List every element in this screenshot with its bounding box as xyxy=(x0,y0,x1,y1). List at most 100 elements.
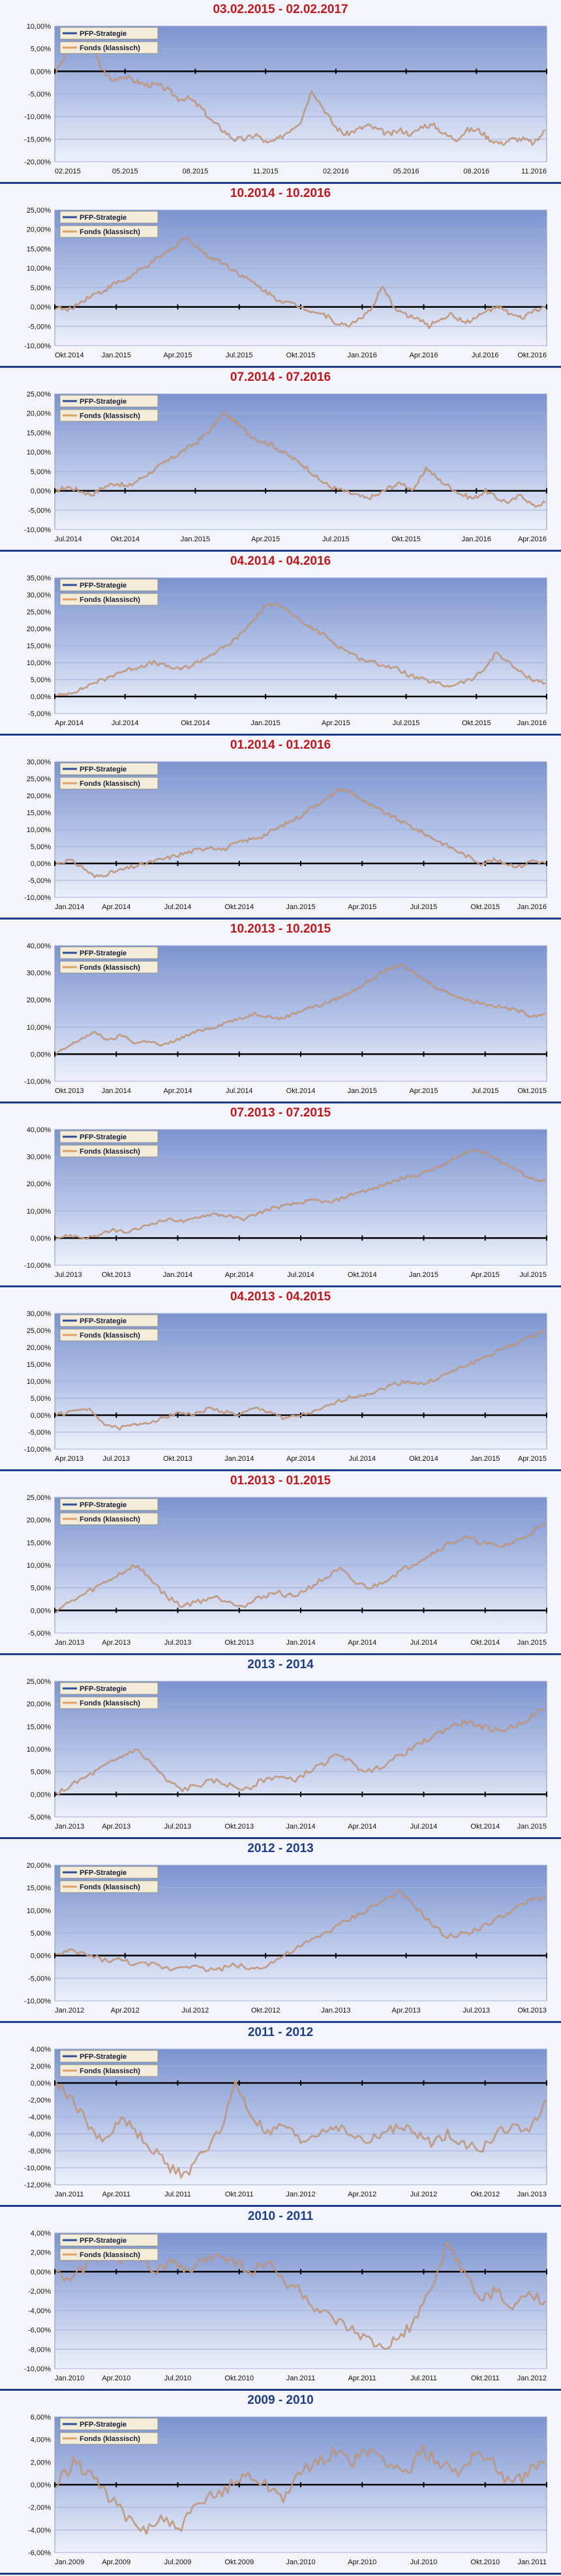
legend: PFP-Strategie Fonds (klassisch) xyxy=(59,578,159,606)
legend: PFP-Strategie Fonds (klassisch) xyxy=(59,1498,159,1525)
legend-label: Fonds (klassisch) xyxy=(80,1700,140,1707)
chart-title: 03.02.2015 - 02.02.2017 xyxy=(213,3,348,16)
legend-label: PFP-Strategie xyxy=(80,582,127,590)
legend-label: Fonds (klassisch) xyxy=(80,228,140,236)
y-tick-label: 20,00% xyxy=(27,1517,52,1525)
y-tick-label: -10,00% xyxy=(24,2164,51,2172)
chart-svg: 20,00% 15,00% 10,00% 5,00% 0,00% -5,00% -10,00… xyxy=(24,1862,547,2014)
x-tick-label: Apr.2013 xyxy=(55,1455,83,1463)
legend-box xyxy=(59,2234,159,2247)
y-tick-label: 10,00% xyxy=(27,1378,52,1386)
chart-panel: 01.2014 - 01.2016 30,00% 25,00% 20,00% 15,00… xyxy=(0,736,561,920)
chart-panel: 2009 - 2010 6,00% 4,00% 2,00% 0,00% -2,00% -4,… xyxy=(0,2391,561,2575)
x-tick-label: Jan.2013 xyxy=(517,2191,547,2198)
y-tick-label: -4,00% xyxy=(28,2526,51,2534)
legend-box xyxy=(59,1314,159,1327)
x-tick-label: Jan.2010 xyxy=(55,2374,84,2382)
x-tick-label: Jul.2012 xyxy=(182,2007,209,2014)
x-tick-label: 11.2015 xyxy=(253,168,279,175)
x-tick-label: Jul.2010 xyxy=(410,2558,438,2566)
legend-box xyxy=(59,2064,159,2077)
legend-label: PFP-Strategie xyxy=(80,1501,127,1509)
y-tick-label: 0,00% xyxy=(31,693,51,701)
x-tick-label: Jul.2013 xyxy=(462,2007,490,2014)
x-tick-label: Jul.2009 xyxy=(164,2558,192,2566)
x-tick-label: Okt.2013 xyxy=(224,1823,254,1831)
legend-box xyxy=(59,2248,159,2261)
x-tick-label: Okt.2014 xyxy=(55,352,84,359)
legend-label: Fonds (klassisch) xyxy=(80,2067,140,2075)
x-tick-label: Jul.2015 xyxy=(472,1087,499,1095)
x-tick-label: Apr.2015 xyxy=(348,903,376,911)
x-tick-label: Jan.2012 xyxy=(517,2374,547,2382)
x-tick-label: Apr.2014 xyxy=(348,1823,376,1831)
x-tick-label: Apr.2012 xyxy=(111,2007,140,2014)
y-tick-label: 15,00% xyxy=(27,1723,52,1731)
chart-svg: 10,00% 5,00% 0,00% -5,00% -10,00% -15,00% -20,… xyxy=(24,23,547,175)
y-tick-label: -5,00% xyxy=(28,1429,51,1437)
y-tick-label: 4,00% xyxy=(31,2230,51,2238)
chart-title: 07.2013 - 07.2015 xyxy=(230,1106,331,1120)
legend-box xyxy=(59,1145,159,1158)
x-tick-label: Apr.2015 xyxy=(322,719,350,727)
x-tick-label: Jan.2014 xyxy=(286,1639,315,1647)
y-tick-label: -10,00% xyxy=(24,1262,51,1270)
series-line-fonds-klassisch xyxy=(56,602,546,696)
legend: PFP-Strategie Fonds (klassisch) xyxy=(59,1682,159,1709)
y-tick-label: -5,00% xyxy=(28,1814,51,1821)
series-line-fonds-klassisch xyxy=(55,2080,546,2179)
y-tick-label: 25,00% xyxy=(27,608,52,616)
x-tick-label: Okt.2014 xyxy=(348,1271,377,1279)
chart-title: 07.2014 - 07.2016 xyxy=(230,370,331,384)
y-tick-label: 0,00% xyxy=(31,304,51,312)
y-tick-label: 20,00% xyxy=(27,226,52,234)
legend-box xyxy=(59,2418,159,2431)
y-tick-label: 40,00% xyxy=(27,1126,52,1134)
y-tick-label: 20,00% xyxy=(27,996,52,1004)
series-line-fonds-klassisch xyxy=(55,963,546,1055)
y-tick-label: 0,00% xyxy=(31,68,51,76)
legend-label: PFP-Strategie xyxy=(80,1685,127,1693)
y-tick-label: 10,00% xyxy=(27,1746,52,1754)
y-tick-label: -4,00% xyxy=(28,2307,51,2315)
x-tick-label: Jan.2015 xyxy=(348,1087,377,1095)
y-tick-label: -10,00% xyxy=(24,342,51,350)
chart-title: 04.2014 - 04.2016 xyxy=(230,554,331,568)
x-tick-label: Okt.2015 xyxy=(286,352,316,359)
x-tick-label: Apr.2010 xyxy=(348,2558,376,2566)
x-tick-label: Apr.2014 xyxy=(225,1271,254,1279)
legend-box xyxy=(59,395,159,408)
legend-label: Fonds (klassisch) xyxy=(80,780,140,788)
y-tick-label: 25,00% xyxy=(27,1494,52,1502)
x-tick-label: Jul.2014 xyxy=(410,1639,438,1647)
chart-svg: 6,00% 4,00% 2,00% 0,00% -2,00% -4,00% -6,00% Ja… xyxy=(28,2414,547,2566)
x-tick-label: Jul.2013 xyxy=(164,1823,192,1831)
legend-label: Fonds (klassisch) xyxy=(80,2251,140,2259)
x-tick-label: Apr.2016 xyxy=(409,352,438,359)
y-tick-label: -10,00% xyxy=(24,1998,51,2005)
x-tick-label: Okt.2009 xyxy=(224,2558,254,2566)
chart-panel: 2012 - 2013 20,00% 15,00% 10,00% 5,00% 0,00% -… xyxy=(0,1839,561,2023)
x-tick-label: Jan.2014 xyxy=(163,1271,192,1279)
legend-label: Fonds (klassisch) xyxy=(80,964,140,972)
chart-title: 2012 - 2013 xyxy=(247,1842,314,1855)
y-tick-label: 25,00% xyxy=(27,391,52,398)
x-tick-label: 02.2016 xyxy=(323,168,349,175)
legend-label: PFP-Strategie xyxy=(80,398,127,406)
x-tick-label: Jan.2015 xyxy=(286,903,315,911)
y-tick-label: 4,00% xyxy=(31,2046,51,2054)
y-tick-label: 20,00% xyxy=(27,625,52,633)
x-tick-label: Okt.2015 xyxy=(462,719,491,727)
x-tick-label: Apr.2014 xyxy=(102,903,130,911)
y-tick-label: -5,00% xyxy=(28,91,51,98)
chart-panel: 2011 - 2012 4,00% 2,00% 0,00% -2,00% -4,00% -6… xyxy=(0,2023,561,2207)
y-tick-label: -2,00% xyxy=(28,2504,51,2512)
x-tick-label: Okt.2015 xyxy=(470,903,500,911)
legend-box xyxy=(59,1880,159,1893)
legend-box xyxy=(59,1130,159,1143)
y-tick-label: -5,00% xyxy=(28,710,51,718)
y-tick-label: 2,00% xyxy=(31,2063,51,2071)
legend: PFP-Strategie Fonds (klassisch) xyxy=(59,2418,159,2445)
x-tick-label: Jul.2015 xyxy=(322,535,350,543)
chart-title: 01.2014 - 01.2016 xyxy=(230,738,331,752)
